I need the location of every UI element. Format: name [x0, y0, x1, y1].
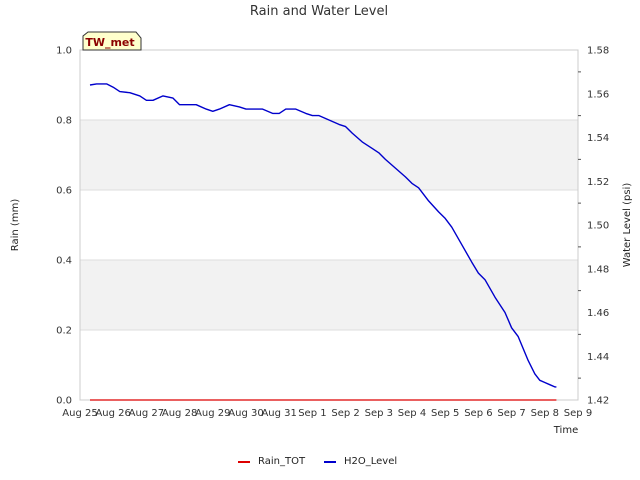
- y-right-tick-label: 1.52: [587, 177, 609, 188]
- y-right-tick-label: 1.42: [587, 396, 609, 407]
- x-tick-label: Aug 30: [228, 408, 263, 419]
- plot-band-0: [80, 260, 578, 330]
- plot-bands: [80, 120, 578, 330]
- station-badge: TW_met: [82, 31, 142, 51]
- y-right-tick-label: 1.44: [587, 352, 609, 363]
- legend-label-rain: Rain_TOT: [258, 456, 306, 467]
- x-tick-label: Sep 7: [497, 408, 525, 419]
- x-tick-label: Sep 3: [365, 408, 393, 419]
- x-tick-label: Sep 9: [564, 408, 592, 419]
- x-tick-label: Sep 2: [331, 408, 359, 419]
- x-tick-label: Sep 5: [431, 408, 459, 419]
- legend-label-water: H2O_Level: [344, 456, 397, 467]
- x-tick-label: Aug 25: [62, 408, 97, 419]
- gridlines: [80, 49, 578, 401]
- x-tick-label: Sep 1: [298, 408, 326, 419]
- y-right-tick-label: 1.54: [587, 133, 609, 144]
- y-right-tick-label: 1.58: [587, 46, 609, 57]
- plot-area: [79, 49, 579, 401]
- x-tick-label: Sep 8: [531, 408, 559, 419]
- x-axis-title: Time: [553, 425, 578, 436]
- x-tick-label: Aug 26: [95, 408, 130, 419]
- y-right-tick-label: 1.50: [587, 221, 609, 232]
- x-tick-label: Aug 28: [162, 408, 197, 419]
- right-axis: 1.42 1.44 1.46 1.48 1.50 1.52 1.54 1.56 1.58: [578, 46, 609, 407]
- y-right-tick-label: 1.46: [587, 308, 609, 319]
- y-left-tick-label: 0.8: [56, 116, 72, 127]
- series-line-h2o-level: [89, 83, 557, 388]
- plot-band-1: [80, 120, 578, 190]
- y-axis-left-title: Rain (mm): [10, 199, 21, 252]
- x-tick-label: Aug 31: [261, 408, 296, 419]
- left-axis: 0.0 0.2 0.4 0.6 0.8 1.0: [56, 46, 72, 407]
- y-left-tick-label: 0.0: [56, 396, 72, 407]
- y-right-tick-label: 1.56: [587, 89, 609, 100]
- x-tick-label: Sep 6: [464, 408, 492, 419]
- x-tick-label: Aug 27: [129, 408, 164, 419]
- y-left-tick-label: 0.4: [56, 256, 72, 267]
- x-tick-label: Aug 29: [195, 408, 230, 419]
- series-layer: [89, 83, 557, 401]
- y-axis-right-title: Water Level (psi): [622, 183, 633, 268]
- badge-label: TW_met: [85, 36, 134, 49]
- y-right-tick-label: 1.48: [587, 264, 609, 275]
- x-tick-label: Sep 4: [398, 408, 426, 419]
- chart-title: Rain and Water Level: [250, 4, 388, 19]
- y-left-tick-label: 1.0: [56, 46, 72, 57]
- y-left-tick-label: 0.2: [56, 326, 72, 337]
- y-left-tick-label: 0.6: [56, 186, 72, 197]
- legend: Rain_TOT H2O_Level: [238, 456, 397, 467]
- badge-shape: [82, 31, 142, 51]
